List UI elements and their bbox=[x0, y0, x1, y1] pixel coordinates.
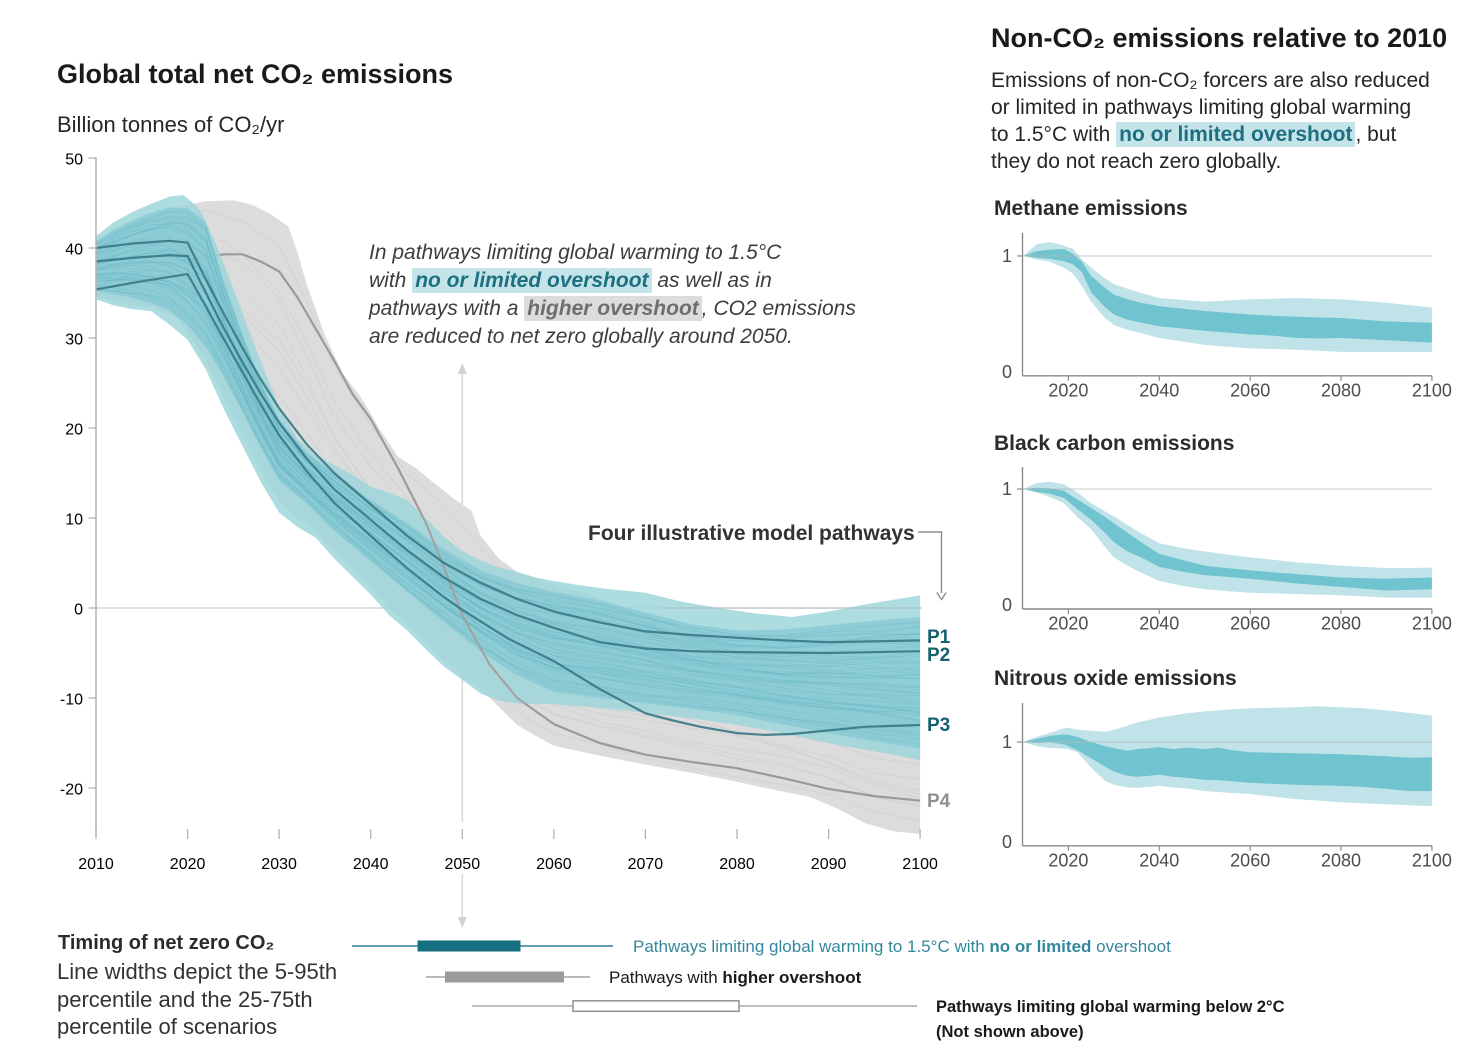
svg-text:2070: 2070 bbox=[628, 856, 664, 873]
svg-text:2040: 2040 bbox=[1139, 380, 1179, 400]
svg-text:0: 0 bbox=[1002, 832, 1012, 852]
svg-text:2090: 2090 bbox=[811, 856, 847, 873]
svg-text:2100: 2100 bbox=[1412, 850, 1452, 870]
svg-text:0: 0 bbox=[1002, 595, 1012, 615]
svg-text:2100: 2100 bbox=[1412, 380, 1452, 400]
svg-text:40: 40 bbox=[65, 242, 83, 259]
svg-text:2100: 2100 bbox=[902, 856, 938, 873]
svg-text:2080: 2080 bbox=[719, 856, 755, 873]
svg-text:-20: -20 bbox=[60, 782, 83, 799]
svg-text:2060: 2060 bbox=[1230, 380, 1270, 400]
svg-text:50: 50 bbox=[65, 152, 83, 169]
svg-text:2020: 2020 bbox=[1048, 614, 1088, 634]
svg-text:2050: 2050 bbox=[445, 856, 481, 873]
svg-text:0: 0 bbox=[74, 602, 83, 619]
svg-text:2060: 2060 bbox=[536, 856, 572, 873]
svg-text:2020: 2020 bbox=[170, 856, 206, 873]
svg-text:1: 1 bbox=[1002, 246, 1012, 266]
svg-text:-10: -10 bbox=[60, 692, 83, 709]
svg-text:2040: 2040 bbox=[1139, 614, 1179, 634]
svg-text:20: 20 bbox=[65, 422, 83, 439]
svg-text:2030: 2030 bbox=[261, 856, 297, 873]
svg-text:2080: 2080 bbox=[1321, 614, 1361, 634]
svg-text:2060: 2060 bbox=[1230, 614, 1270, 634]
svg-text:0: 0 bbox=[1002, 362, 1012, 382]
svg-text:2100: 2100 bbox=[1412, 614, 1452, 634]
svg-text:2040: 2040 bbox=[1139, 850, 1179, 870]
svg-text:2020: 2020 bbox=[1048, 850, 1088, 870]
svg-text:1: 1 bbox=[1002, 479, 1012, 499]
svg-text:2040: 2040 bbox=[353, 856, 389, 873]
svg-text:10: 10 bbox=[65, 512, 83, 529]
svg-text:2080: 2080 bbox=[1321, 380, 1361, 400]
svg-text:1: 1 bbox=[1002, 732, 1012, 752]
svg-text:2020: 2020 bbox=[1048, 380, 1088, 400]
svg-text:2080: 2080 bbox=[1321, 850, 1361, 870]
svg-text:2060: 2060 bbox=[1230, 850, 1270, 870]
svg-text:30: 30 bbox=[65, 332, 83, 349]
svg-text:2010: 2010 bbox=[78, 856, 114, 873]
